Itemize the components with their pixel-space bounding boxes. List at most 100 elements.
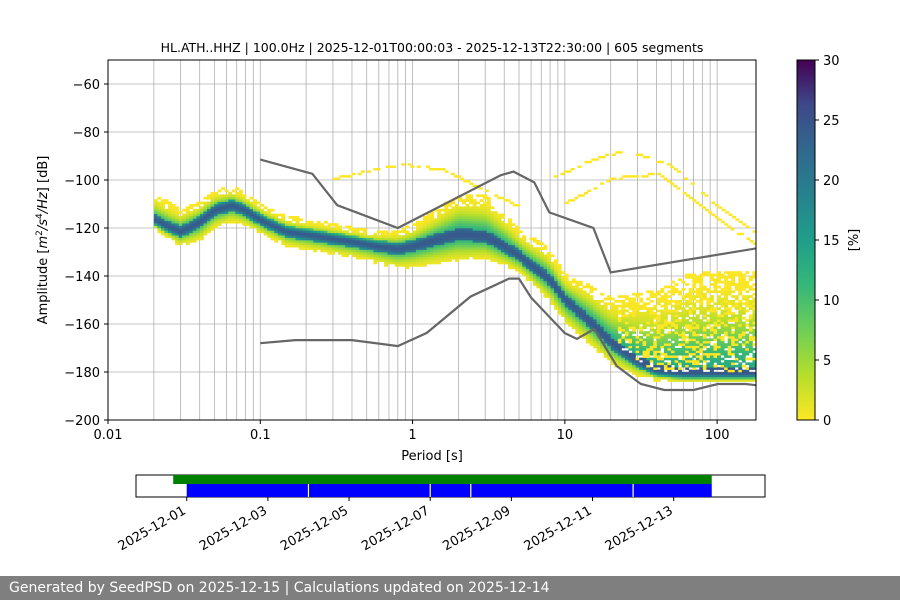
histogram-cell <box>532 266 537 270</box>
histogram-cell <box>624 314 629 318</box>
histogram-cell <box>242 194 247 198</box>
histogram-cell <box>709 376 714 380</box>
histogram-cell <box>571 280 576 284</box>
histogram-cell <box>748 278 753 282</box>
histogram-cell <box>525 252 530 255</box>
histogram-cell <box>578 304 583 308</box>
histogram-cell <box>695 345 700 349</box>
histogram-cell <box>610 321 615 325</box>
histogram-cell <box>454 240 459 243</box>
histogram-cell <box>274 213 279 217</box>
histogram-cell <box>702 273 707 277</box>
histogram-cell <box>500 254 505 258</box>
histogram-cell <box>674 362 679 366</box>
histogram-cell <box>192 228 197 231</box>
histogram-cell <box>472 184 477 188</box>
histogram-cell <box>635 362 640 366</box>
histogram-cell <box>692 297 697 301</box>
histogram-cell <box>483 216 488 219</box>
histogram-cell <box>175 235 180 238</box>
histogram-cell <box>345 232 350 236</box>
histogram-cell <box>263 218 268 222</box>
histogram-cell <box>299 235 304 238</box>
histogram-cell <box>692 316 697 320</box>
histogram-cell <box>713 343 718 346</box>
histogram-cell <box>405 252 410 255</box>
histogram-cell <box>717 338 721 342</box>
histogram-cell <box>352 240 357 243</box>
histogram-cell <box>525 247 530 250</box>
histogram-cell <box>332 177 337 180</box>
histogram-cell <box>547 295 551 298</box>
histogram-cell <box>635 314 640 318</box>
histogram-cell <box>702 312 707 315</box>
histogram-cell <box>341 244 346 248</box>
histogram-cell <box>185 235 190 238</box>
y-axis-label-part: Hz <box>36 191 51 209</box>
histogram-cell <box>734 338 739 342</box>
histogram-cell <box>599 182 604 185</box>
histogram-cell <box>685 304 690 308</box>
histogram-cell <box>575 302 580 306</box>
histogram-cell <box>713 319 718 322</box>
histogram-cell <box>557 278 562 282</box>
histogram-cell <box>497 254 502 258</box>
histogram-cell <box>508 247 512 250</box>
histogram-cell <box>624 357 629 361</box>
histogram-cell <box>656 319 661 322</box>
histogram-cell <box>670 314 675 318</box>
histogram-cell <box>612 177 617 180</box>
histogram-cell <box>430 216 435 219</box>
histogram-cell <box>649 357 654 361</box>
histogram-cell <box>646 290 651 294</box>
histogram-cell <box>497 259 502 262</box>
histogram-cell <box>423 237 427 241</box>
histogram-cell <box>578 316 583 320</box>
histogram-cell <box>529 261 534 265</box>
histogram-cell <box>635 369 640 373</box>
histogram-cell <box>731 350 736 354</box>
histogram-cell <box>401 242 406 246</box>
histogram-cell <box>302 242 307 246</box>
histogram-cell <box>543 244 548 248</box>
histogram-cell <box>582 292 587 296</box>
histogram-cell <box>423 264 427 267</box>
histogram-cell <box>217 189 222 193</box>
histogram-cell <box>235 192 240 195</box>
histogram-cell <box>497 218 502 222</box>
histogram-cell <box>157 228 162 231</box>
histogram-cell <box>157 211 162 214</box>
histogram-cell <box>593 326 598 330</box>
histogram-cell <box>515 259 520 262</box>
histogram-cell <box>582 300 587 303</box>
histogram-cell <box>656 355 661 358</box>
histogram-cell <box>224 208 229 212</box>
histogram-cell <box>720 312 725 315</box>
histogram-cell <box>738 307 743 310</box>
histogram-cell <box>731 290 736 294</box>
histogram-cell <box>585 283 590 286</box>
histogram-cell <box>242 196 247 200</box>
histogram-cell <box>493 247 498 250</box>
histogram-cell <box>713 309 718 313</box>
histogram-cell <box>660 328 665 332</box>
histogram-cell <box>678 292 683 296</box>
histogram-cell <box>607 357 612 361</box>
histogram-cell <box>699 297 704 301</box>
histogram-cell <box>412 237 417 241</box>
histogram-cell <box>536 283 541 286</box>
histogram-cell <box>476 216 481 219</box>
histogram-cell <box>702 355 707 358</box>
histogram-cell <box>309 232 314 236</box>
histogram-cell <box>621 367 626 370</box>
histogram-cell <box>624 326 629 330</box>
histogram-cell <box>508 237 512 241</box>
histogram-cell <box>384 247 389 250</box>
histogram-cell <box>607 340 612 344</box>
histogram-cell <box>635 364 640 368</box>
histogram-cell <box>585 300 590 303</box>
histogram-cell <box>642 304 647 308</box>
histogram-cell <box>706 333 711 337</box>
histogram-cell <box>217 218 222 222</box>
histogram-cell <box>214 223 218 226</box>
